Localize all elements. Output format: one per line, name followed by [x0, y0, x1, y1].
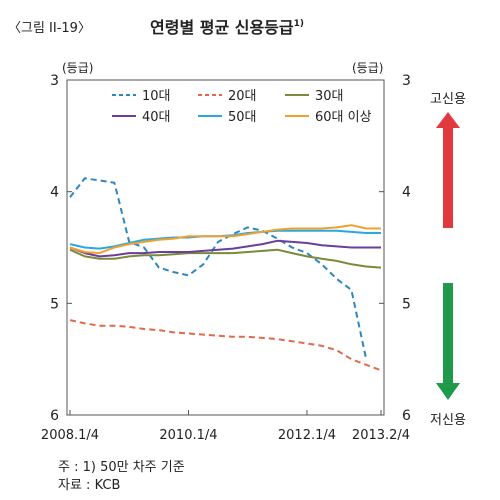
series-line	[69, 248, 382, 269]
y-tick-label-right: 4	[402, 185, 411, 201]
plot-frame	[66, 79, 385, 416]
chart-title: 연령별 평균 신용등급1)	[150, 18, 304, 37]
source-note: 자료 : KCB	[58, 478, 121, 493]
x-tick-label: 2012.1/4	[278, 428, 336, 443]
series-line	[69, 177, 368, 360]
x-axis-ticks: 2008.1/4 2010.1/4 2012.1/4 2013.2/4	[41, 410, 410, 443]
legend-label: 30대	[315, 89, 344, 104]
series-line	[69, 239, 381, 258]
y-tick-label-left: 3	[50, 73, 59, 89]
y-tick-label-left: 5	[50, 296, 59, 312]
legend-label: 10대	[142, 89, 171, 104]
series-line	[69, 319, 382, 372]
y-tick-label-right: 5	[402, 296, 411, 312]
chart-title-text: 연령별 평균 신용등급	[150, 18, 294, 37]
series-lines	[69, 177, 382, 372]
legend-label: 20대	[228, 89, 257, 104]
y-tick-label-right: 6	[402, 408, 411, 424]
low-credit-label: 저신용	[430, 413, 466, 428]
y-axis-unit-right: (등급)	[352, 61, 383, 75]
x-tick-label: 2010.1/4	[159, 428, 217, 443]
up-arrow-icon	[436, 112, 460, 228]
series-line	[69, 224, 381, 255]
y-axis-unit-left: (등급)	[62, 61, 93, 75]
footnote: 주 : 1) 50만 차주 기준	[58, 460, 185, 475]
legend-label: 40대	[142, 110, 171, 125]
down-arrow-icon	[436, 283, 460, 400]
x-tick-label: 2013.2/4	[352, 428, 410, 443]
y-tick-label-left: 6	[50, 408, 59, 424]
high-credit-label: 고신용	[430, 92, 466, 107]
legend: 10대 20대 30대 40대 50대 60대 이상	[112, 89, 372, 125]
y-tick-label-left: 4	[50, 185, 59, 201]
x-tick-label: 2008.1/4	[41, 428, 99, 443]
legend-label: 50대	[228, 110, 257, 125]
legend-label: 60대 이상	[315, 110, 372, 125]
title-footnote-mark: 1)	[294, 19, 304, 29]
y-axis-ticks: 3 3 4 4 5 5 6 6	[50, 73, 411, 424]
figure-label: 〈그림 II-19〉	[8, 21, 91, 36]
y-tick-label-right: 3	[402, 73, 411, 89]
